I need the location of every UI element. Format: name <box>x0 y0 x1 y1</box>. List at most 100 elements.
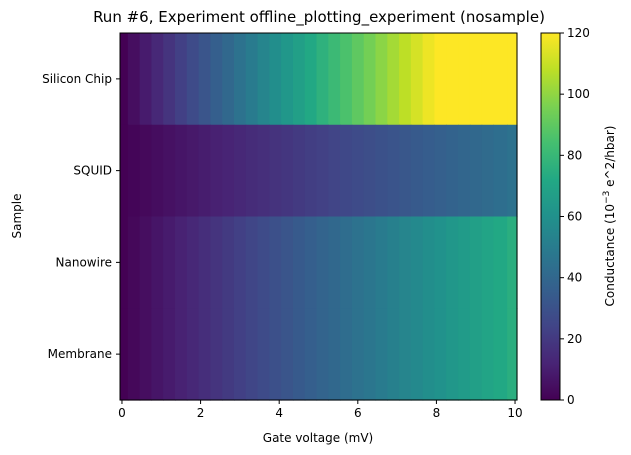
heatmap-cell <box>186 308 200 401</box>
heatmap-cell <box>363 308 377 401</box>
y-tick-label: Silicon Chip <box>42 72 112 86</box>
heatmap-cell <box>120 308 129 401</box>
heatmap-cell <box>469 216 483 309</box>
x-tick-label: 10 <box>507 406 522 420</box>
colorbar-tick-label: 0 <box>567 393 575 407</box>
heatmap-cell <box>120 124 129 218</box>
x-tick-label: 2 <box>197 406 205 420</box>
y-tick-label: SQUID <box>73 164 112 178</box>
heatmap-cell <box>399 124 412 218</box>
x-tick-label: 8 <box>433 406 441 420</box>
heatmap-cell <box>233 308 247 401</box>
heatmap-cell <box>304 216 318 309</box>
colorbar-tick-label: 40 <box>567 271 582 285</box>
heatmap-cell <box>507 308 518 401</box>
colorbar-label: Conductance (10−3 e^2/hbar) <box>602 126 617 307</box>
heatmap-cell <box>292 216 306 309</box>
y-tick-label: Membrane <box>48 347 112 361</box>
colorbar-tick-label: 120 <box>567 26 590 40</box>
heatmap-cell <box>481 308 495 401</box>
heatmap-cell <box>446 33 459 126</box>
heatmap-cell <box>222 308 235 401</box>
heatmap-cell <box>210 308 223 401</box>
heatmap-cell <box>139 216 153 309</box>
colorbar <box>540 32 561 401</box>
heatmap-cell <box>222 33 235 126</box>
heatmap-cell <box>507 216 518 309</box>
heatmap-cell <box>269 33 282 126</box>
heatmap-cell <box>363 33 377 126</box>
heatmap-cell <box>163 216 176 309</box>
heatmap-cell <box>316 124 329 218</box>
heatmap-cell <box>375 216 388 309</box>
y-axis-label: Sample <box>10 194 24 239</box>
heatmap-cell <box>351 216 365 309</box>
heatmap-cell <box>422 124 436 218</box>
heatmap-cell <box>434 308 447 401</box>
heatmap-cell <box>257 33 270 126</box>
heatmap-cell <box>210 124 223 218</box>
heatmap-cell <box>257 124 270 218</box>
heatmap-cell <box>292 308 306 401</box>
heatmap-cell <box>245 33 259 126</box>
heatmap-cell <box>458 216 471 309</box>
heatmap-cell <box>446 308 459 401</box>
heatmap-cell <box>233 33 247 126</box>
heatmap-cell <box>198 33 211 126</box>
heatmap-cell <box>387 216 400 309</box>
chart-title: Run #6, Experiment offline_plotting_expe… <box>93 8 545 27</box>
y-tick-label: Nanowire <box>56 255 112 269</box>
heatmap-cell <box>186 33 200 126</box>
heatmap-cell <box>120 216 129 309</box>
heatmap-cell <box>163 308 176 401</box>
heatmap-cell <box>469 33 483 126</box>
heatmap-cell <box>458 33 471 126</box>
heatmap-cell <box>151 33 164 126</box>
heatmap-cell <box>257 216 270 309</box>
y-axis: Silicon Chip SQUID Nanowire Membrane <box>42 72 120 361</box>
colorbar-label-suffix: e^2/hbar) <box>603 126 617 191</box>
x-tick-label: 0 <box>118 406 126 420</box>
colorbar-label-exponent: −3 <box>602 191 612 204</box>
heatmap-cell <box>127 216 141 309</box>
heatmap-cell <box>245 124 259 218</box>
x-axis-label: Gate voltage (mV) <box>263 431 373 445</box>
heatmap-cell <box>245 216 259 309</box>
heatmap-cell <box>198 308 211 401</box>
heatmap-cell <box>292 33 306 126</box>
heatmap-cell <box>198 216 211 309</box>
heatmap-cell <box>375 308 388 401</box>
heatmap-cell <box>316 216 329 309</box>
x-tick-label: 6 <box>354 406 362 420</box>
heatmap-cell <box>163 33 176 126</box>
heatmap-cell <box>233 124 247 218</box>
heatmap-cell <box>410 33 424 126</box>
heatmap-cell <box>351 124 365 218</box>
heatmap-cell <box>469 308 483 401</box>
heatmap-cell <box>151 124 164 218</box>
heatmap-cell <box>292 124 306 218</box>
heatmap-cell <box>410 308 424 401</box>
heatmap-cell <box>387 308 400 401</box>
heatmap-cell <box>269 308 282 401</box>
heatmap-cell <box>340 33 353 126</box>
heatmap-cell <box>458 124 471 218</box>
heatmap-cell <box>481 216 495 309</box>
heatmap-cell <box>434 33 447 126</box>
heatmap-cell <box>210 33 223 126</box>
heatmap-cell <box>410 216 424 309</box>
heatmap-cell <box>481 33 495 126</box>
heatmap-cell <box>281 33 294 126</box>
heatmap-cell <box>281 124 294 218</box>
heatmap-cell <box>493 124 508 218</box>
heatmap-cell <box>304 124 318 218</box>
heatmap-cell <box>163 124 176 218</box>
colorbar-tick-label: 20 <box>567 332 582 346</box>
heatmap-cell <box>387 33 400 126</box>
heatmap-cell <box>469 124 483 218</box>
heatmap-cell <box>340 216 353 309</box>
heatmap-cell <box>269 216 282 309</box>
heatmap-cell <box>351 308 365 401</box>
heatmap-cell <box>175 216 188 309</box>
